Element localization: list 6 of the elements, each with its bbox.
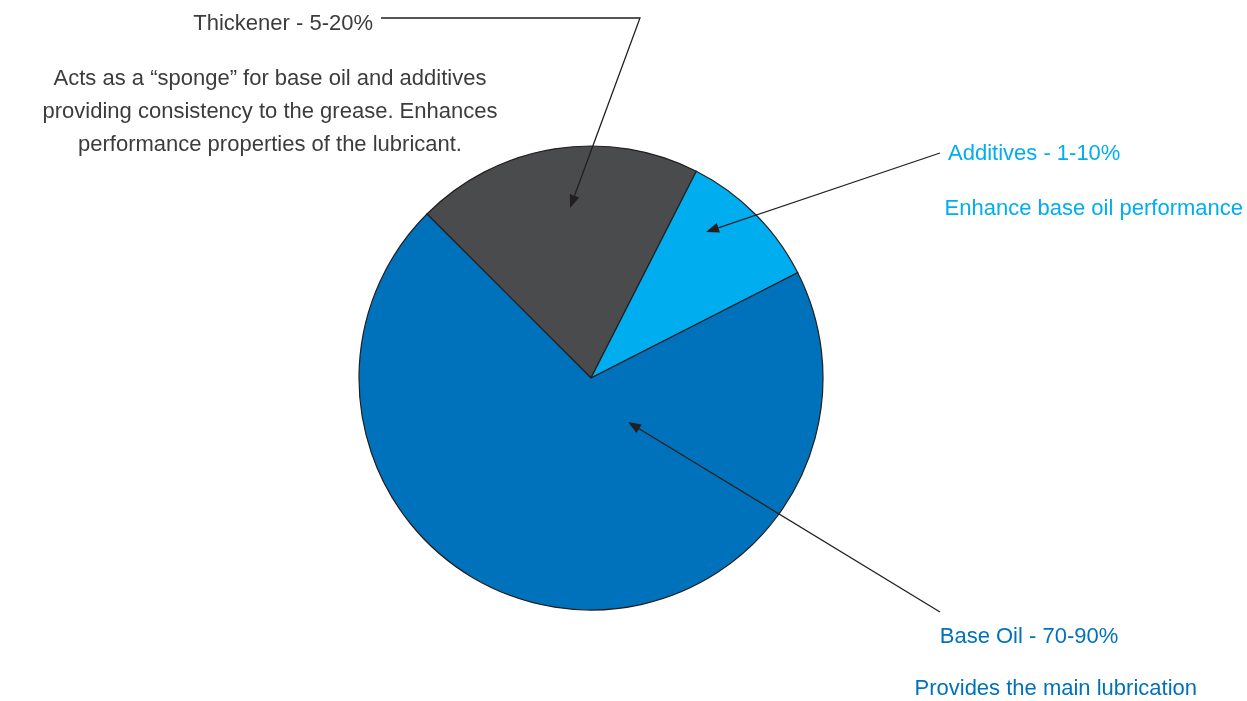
- slice-label: Additives - 1-10%: [948, 140, 1121, 165]
- text: Provides the main lubrication: [914, 675, 1197, 700]
- text: Acts as a “sponge” for base oil and additives providing consistency to the grease. Enhances performance properties of the lubricant.: [42, 65, 498, 156]
- slice-label: Base Oil - 70-90%: [939, 623, 1119, 648]
- text: Enhance base oil performance: [944, 195, 1243, 220]
- slice-label: Thickener - 5-20%: [193, 10, 373, 35]
